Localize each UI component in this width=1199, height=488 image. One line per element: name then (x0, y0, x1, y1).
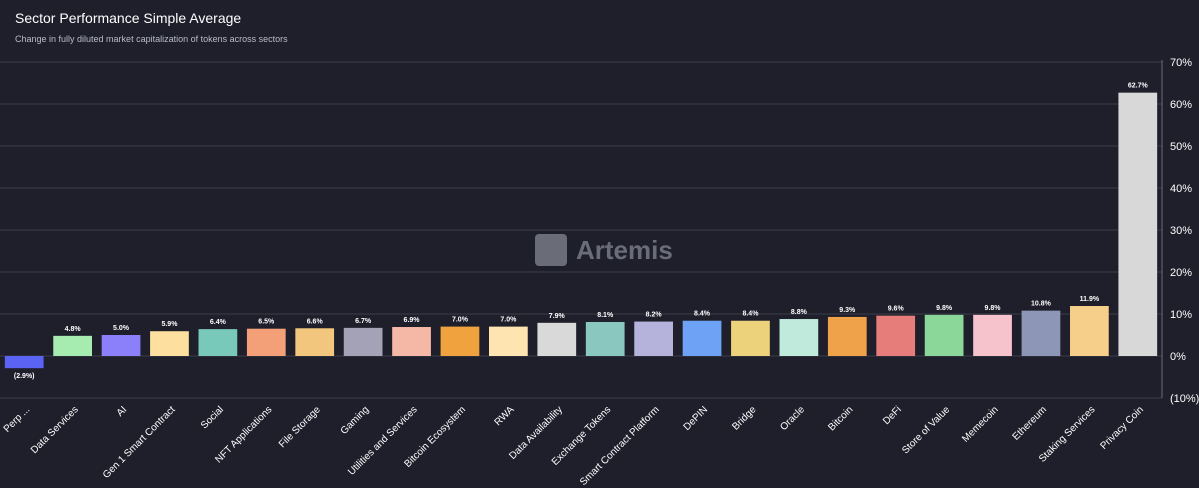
data-label: 7.0% (452, 317, 469, 324)
bar (731, 320, 770, 356)
bar (1021, 310, 1061, 356)
x-tick-label: DeFi (881, 404, 904, 427)
data-label: 8.4% (742, 311, 759, 318)
data-labels: (2.9%) 4.8% 5.0% 5.9% 6.4% 6.5% 6.6% 6.7% 6.9% 7.… (14, 83, 1149, 381)
bar (1070, 306, 1109, 356)
bar (53, 335, 92, 356)
x-tick-label: Smart Contract Platform (578, 404, 662, 488)
data-label: 9.8% (985, 305, 1002, 312)
x-tick-label: RWA (493, 404, 517, 428)
data-label: 7.0% (500, 317, 517, 324)
bar (779, 319, 819, 356)
x-tick-label: Ethereum (1011, 404, 1049, 442)
bar (876, 315, 916, 356)
x-tick-label: Social (199, 404, 226, 431)
data-label: 6.7% (355, 318, 372, 325)
bar (634, 321, 673, 356)
bar (1118, 92, 1158, 356)
data-label: 8.2% (646, 312, 663, 319)
bar (343, 327, 383, 356)
data-label: 8.4% (694, 311, 711, 318)
x-tick-label: Memecoin (960, 404, 1000, 444)
data-label: 10.8% (1031, 301, 1052, 308)
bar (924, 314, 964, 356)
data-label: 62.7% (1128, 83, 1149, 90)
x-tick-label: Gaming (339, 404, 372, 437)
bar (150, 331, 189, 356)
y-tick-label: 30% (1170, 225, 1192, 237)
x-tick-label: Data Services (29, 404, 81, 456)
x-tick-label: Perp ... (2, 404, 33, 435)
x-tick-label: Oracle (778, 404, 807, 433)
x-tick-label: Privacy Coin (1098, 404, 1145, 451)
data-label: 6.4% (210, 319, 227, 326)
grid (0, 61, 1162, 399)
data-label: 9.8% (936, 305, 953, 312)
watermark: Artemis (535, 234, 673, 266)
data-label: 9.6% (888, 306, 905, 313)
y-tick-label: 20% (1170, 267, 1192, 279)
artemis-logo-icon (535, 234, 567, 266)
y-tick-label: 70% (1170, 57, 1192, 69)
bar (4, 356, 44, 369)
data-label: 5.0% (113, 325, 130, 332)
data-label: 5.9% (161, 321, 178, 328)
x-tick-label: Store of Value (900, 404, 952, 456)
bar (973, 314, 1012, 356)
data-label: 6.9% (404, 317, 421, 324)
data-label: 11.9% (1080, 296, 1100, 303)
bar (246, 328, 286, 356)
data-label: 8.8% (791, 309, 808, 316)
x-tick-label: DePIN (682, 404, 711, 433)
bar (101, 335, 141, 356)
bar (537, 322, 577, 356)
x-tick-label: Bridge (730, 404, 759, 433)
chart-title: Sector Performance Simple Average (15, 10, 242, 26)
y-axis: (10%) 0% 10% 20% 30% 40% 50% 60% 70% (1161, 57, 1199, 405)
y-tick-label: 50% (1170, 141, 1192, 153)
bar (295, 328, 335, 356)
bar (489, 326, 528, 356)
x-tick-label: File Storage (277, 404, 323, 450)
data-label: 4.8% (65, 326, 82, 333)
y-tick-label: 0% (1170, 351, 1186, 363)
watermark-text: Artemis (576, 235, 673, 265)
chart-subtitle: Change in fully diluted market capitaliz… (15, 34, 288, 44)
x-tick-label: Bitcoin (826, 404, 855, 433)
data-label: 6.5% (258, 319, 275, 326)
bar (827, 316, 867, 356)
x-tick-label: Gen 1 Smart Contract (101, 404, 178, 481)
y-tick-label: 40% (1170, 183, 1192, 195)
data-label: 8.1% (597, 312, 614, 319)
bar (585, 321, 625, 356)
data-label: 9.3% (839, 307, 856, 314)
bar (198, 329, 238, 356)
x-tick-label: AI (115, 404, 129, 418)
data-label: (2.9%) (14, 373, 35, 380)
y-tick-label: 60% (1170, 99, 1192, 111)
data-label: 7.9% (549, 313, 566, 320)
y-tick-label: (10%) (1170, 393, 1199, 405)
bar (682, 320, 722, 356)
bar (440, 326, 480, 356)
bar (392, 327, 431, 356)
data-label: 6.6% (307, 318, 324, 325)
bars (4, 92, 1158, 369)
y-tick-label: 10% (1170, 309, 1192, 321)
